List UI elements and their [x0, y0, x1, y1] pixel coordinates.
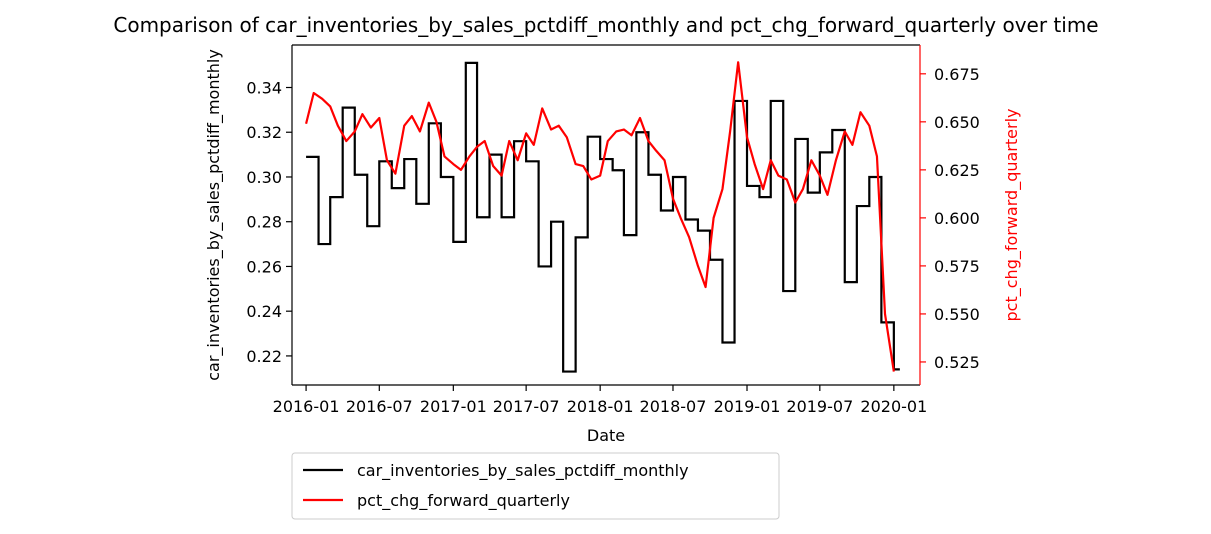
x-tick-label: 2020-01 [860, 397, 927, 416]
x-tick-label: 2017-07 [493, 397, 560, 416]
left-y-axis-ticks: 0.22 0.24 0.26 0.28 0.30 0.32 0.34 [246, 79, 292, 366]
left-y-tick-label: 0.22 [246, 347, 282, 366]
left-y-tick-label: 0.34 [246, 79, 282, 98]
series-left-group [306, 61, 900, 373]
right-y-tick-label: 0.600 [934, 209, 980, 228]
x-tick-label: 2017-01 [420, 397, 487, 416]
legend-label-left-series: car_inventories_by_sales_pctdiff_monthly [357, 461, 689, 481]
series-line-pct-chg-forward [305, 61, 895, 372]
right-y-tick-label: 0.675 [934, 65, 980, 84]
x-tick-label: 2016-01 [273, 397, 340, 416]
left-y-tick-label: 0.32 [246, 123, 282, 142]
left-y-tick-label: 0.30 [246, 168, 282, 187]
legend-frame [291, 452, 780, 520]
x-tick-label: 2016-07 [346, 397, 413, 416]
right-y-tick-label: 0.550 [934, 305, 980, 324]
right-y-tick-label: 0.625 [934, 161, 980, 180]
left-y-tick-label: 0.24 [246, 302, 282, 321]
series-right-group [305, 61, 895, 372]
plot-area [291, 44, 921, 386]
x-tick-label: 2019-07 [786, 397, 853, 416]
series-line-car-inventories [306, 61, 900, 373]
x-tick-label: 2018-01 [567, 397, 634, 416]
x-tick-label: 2018-07 [640, 397, 707, 416]
x-axis-ticks: 2016-01 2016-07 2017-01 2017-07 2018-01 2018-… [273, 385, 927, 416]
x-tick-label: 2019-01 [714, 397, 781, 416]
left-y-tick-label: 0.28 [246, 213, 282, 232]
right-y-axis-title: pct_chg_forward_quarterly [1002, 109, 1022, 322]
left-y-tick-label: 0.26 [246, 257, 282, 276]
right-y-tick-label: 0.525 [934, 353, 980, 372]
legend-label-right-series: pct_chg_forward_quarterly [357, 491, 570, 511]
right-y-tick-label: 0.650 [934, 113, 980, 132]
chart-title: Comparison of car_inventories_by_sales_p… [113, 13, 1098, 37]
x-axis-title: Date [587, 426, 625, 445]
right-y-axis-ticks: 0.525 0.550 0.575 0.600 0.625 0.650 0.675 [920, 65, 980, 372]
left-y-axis-title: car_inventories_by_sales_pctdiff_monthly [204, 49, 224, 381]
right-y-tick-label: 0.575 [934, 257, 980, 276]
legend: car_inventories_by_sales_pctdiff_monthly… [291, 452, 780, 520]
